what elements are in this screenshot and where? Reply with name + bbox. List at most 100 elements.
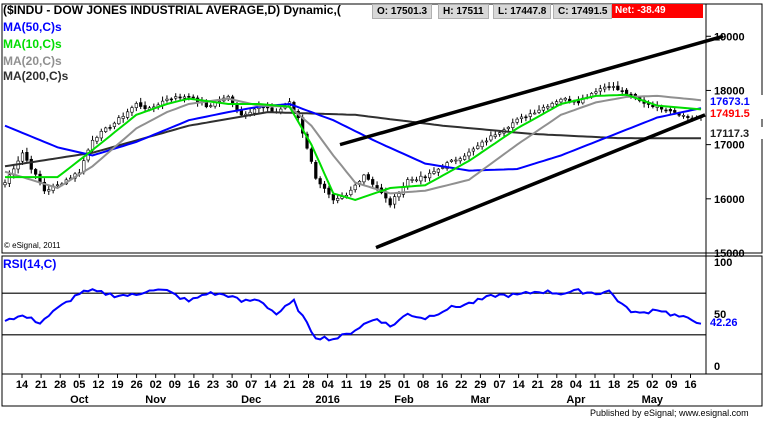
date-tick-label: 14 xyxy=(512,379,525,391)
candle-body xyxy=(392,196,397,205)
month-label: Oct xyxy=(70,394,89,406)
candle-body xyxy=(125,111,130,118)
candles-group xyxy=(3,81,703,209)
candle-body xyxy=(366,174,370,180)
month-label: Dec xyxy=(241,394,261,406)
candle-body xyxy=(29,158,33,170)
rsi-tick-label: 50 xyxy=(714,309,726,321)
date-tick-label: 21 xyxy=(532,379,544,391)
legend-ma200: MA(200,C)s xyxy=(3,69,69,83)
low-value: L: 17447.8 xyxy=(493,4,552,19)
date-tick-label: 11 xyxy=(341,379,353,391)
ma10-line xyxy=(5,93,702,201)
copyright-label: © eSignal, 2011 xyxy=(4,241,61,250)
candle-body xyxy=(112,122,117,127)
candle-body xyxy=(104,127,108,132)
candle-body xyxy=(55,184,60,187)
candle-body xyxy=(480,141,484,148)
date-tick-label: 02 xyxy=(150,379,162,391)
month-label: Nov xyxy=(145,394,167,406)
date-tick-label: 14 xyxy=(16,379,29,391)
date-tick-label: 30 xyxy=(226,379,238,391)
candle-body xyxy=(353,184,357,191)
price-label: 17491.5 xyxy=(710,108,750,120)
candle-body xyxy=(191,96,195,99)
candle-body xyxy=(178,96,182,99)
chart-title: ($INDU - DOW JONES INDUSTRIAL AVERAGE,D)… xyxy=(3,3,341,17)
date-tick-label: 07 xyxy=(245,379,257,391)
candle-body xyxy=(134,103,138,108)
net-change-badge: Net: -38.49 xyxy=(612,4,703,18)
candle-body xyxy=(686,116,690,119)
price-label-bg xyxy=(708,127,764,139)
high-value: H: 17511 xyxy=(438,4,489,19)
candle-body xyxy=(410,179,414,181)
price-label-bg xyxy=(708,95,764,107)
rsi-panel-frame xyxy=(1,255,763,375)
date-tick-label: 11 xyxy=(589,379,601,391)
channel-upper-trendline xyxy=(339,34,724,147)
candle-body xyxy=(611,86,616,88)
date-tick-label: 28 xyxy=(302,379,314,391)
candle-body xyxy=(20,152,25,162)
close-value: C: 17491.5 xyxy=(553,4,613,19)
candle-body xyxy=(550,103,554,108)
candle-body xyxy=(436,168,440,173)
date-tick-label: 16 xyxy=(684,379,696,391)
candle-body xyxy=(546,106,550,109)
ma20-line xyxy=(4,94,702,195)
candle-body xyxy=(524,116,528,119)
date-tick-label: 07 xyxy=(493,379,505,391)
date-tick-label: 01 xyxy=(398,379,410,391)
candle-body xyxy=(484,140,489,143)
candle-body xyxy=(314,161,318,179)
candle-body xyxy=(629,93,633,96)
price-tick-label: 19000 xyxy=(714,31,745,43)
candle-body xyxy=(458,158,462,162)
month-label: May xyxy=(642,394,664,406)
legend-ma50: MA(50,C)s xyxy=(3,20,62,34)
candle-body xyxy=(34,169,38,175)
candle-body xyxy=(117,117,121,125)
date-tick-label: 16 xyxy=(188,379,200,391)
price-label: 17673.1 xyxy=(710,96,750,108)
date-tick-label: 22 xyxy=(455,379,467,391)
candle-body xyxy=(174,96,178,99)
date-tick-label: 09 xyxy=(169,379,181,391)
candle-body xyxy=(432,171,436,174)
legend-ma10: MA(10,C)s xyxy=(3,37,62,51)
candle-body xyxy=(187,96,191,98)
date-tick-label: 02 xyxy=(646,379,658,391)
price-tick-label: 15000 xyxy=(714,248,745,260)
candle-body xyxy=(182,96,187,99)
candle-body xyxy=(3,182,7,186)
candle-body xyxy=(327,187,331,195)
price-label-bg xyxy=(708,107,764,119)
candle-body xyxy=(537,109,541,113)
open-value: O: 17501.3 xyxy=(372,4,433,19)
date-tick-label: 05 xyxy=(73,379,85,391)
candle-body xyxy=(489,135,493,141)
candle-body xyxy=(423,176,427,179)
legend-ma20: MA(20,C)s xyxy=(3,54,62,68)
candle-body xyxy=(25,152,29,161)
candle-body xyxy=(668,109,672,112)
candle-body xyxy=(445,162,449,169)
channel-lower-trendline xyxy=(375,113,706,250)
candle-body xyxy=(143,105,147,109)
candle-body xyxy=(7,174,11,184)
candle-body xyxy=(506,126,510,130)
candle-body xyxy=(331,194,335,201)
date-tick-label: 23 xyxy=(207,379,219,391)
date-tick-label: 29 xyxy=(474,379,486,391)
date-tick-label: 18 xyxy=(608,379,620,391)
candle-body xyxy=(541,106,546,111)
date-tick-label: 04 xyxy=(321,379,334,391)
candle-body xyxy=(454,159,458,162)
candle-body xyxy=(42,181,46,192)
candle-body xyxy=(528,113,532,117)
candle-body xyxy=(594,91,598,94)
publisher-footer: Published by eSignal; www.esignal.com xyxy=(590,408,749,418)
